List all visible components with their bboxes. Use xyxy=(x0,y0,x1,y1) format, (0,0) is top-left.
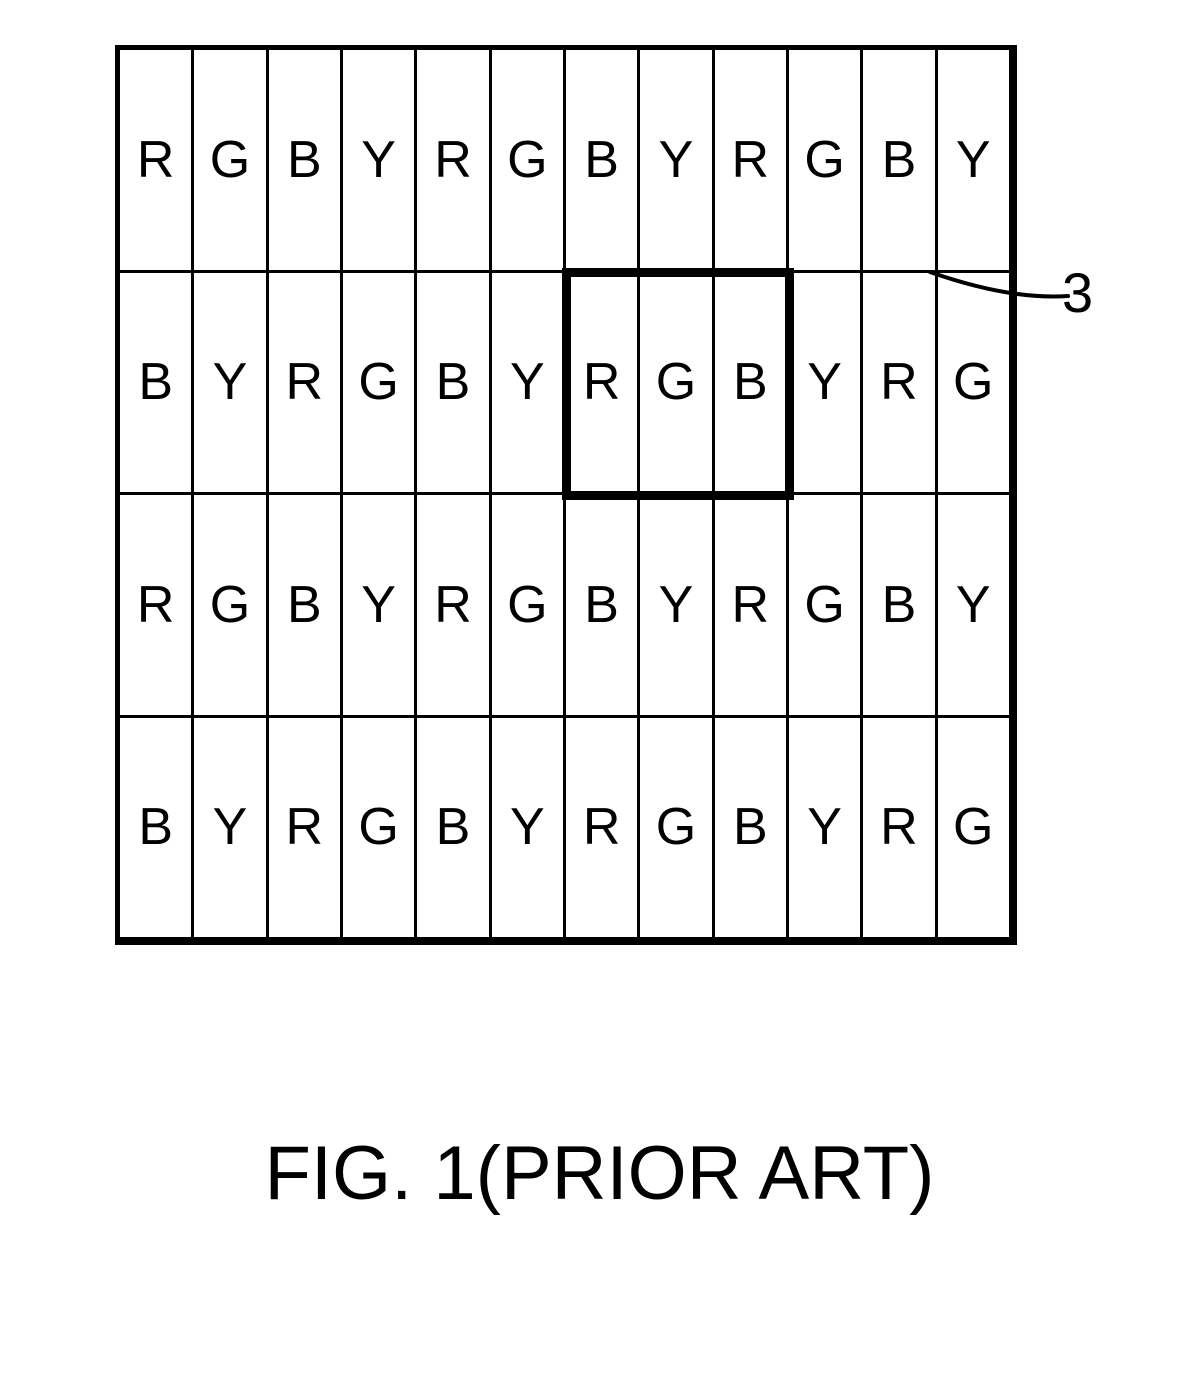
grid-cell: B xyxy=(120,718,194,941)
grid-cell: G xyxy=(194,495,268,718)
grid-cell: Y xyxy=(492,273,566,496)
grid-row: RGBYRGBYRGBY xyxy=(120,50,1012,273)
grid-cell: Y xyxy=(640,495,714,718)
grid-cell: Y xyxy=(938,495,1012,718)
figure-caption: FIG. 1(PRIOR ART) xyxy=(0,1130,1199,1217)
grid-cell: Y xyxy=(789,273,863,496)
grid-cell: G xyxy=(938,718,1012,941)
grid-cell: Y xyxy=(343,50,417,273)
grid-row: BYRGBYRGBYRG xyxy=(120,718,1012,941)
grid-cell: B xyxy=(269,495,343,718)
grid-cell: R xyxy=(417,50,491,273)
grid-cell: B xyxy=(863,495,937,718)
grid-cell: G xyxy=(640,718,714,941)
grid-cell: G xyxy=(789,495,863,718)
grid-cell: B xyxy=(863,50,937,273)
grid-cell: G xyxy=(938,273,1012,496)
grid-cell: B xyxy=(269,50,343,273)
grid-cell: R xyxy=(863,273,937,496)
grid-cell: Y xyxy=(789,718,863,941)
grid-row: BYRGBYRGBYRG xyxy=(120,273,1012,496)
grid-cell: G xyxy=(343,273,417,496)
grid-cell: Y xyxy=(194,718,268,941)
grid-cell: R xyxy=(417,495,491,718)
grid-cell: G xyxy=(492,495,566,718)
pixel-grid: RGBYRGBYRGBYBYRGBYRGBYRGRGBYRGBYRGBYBYRG… xyxy=(115,45,1017,945)
grid-cell: B xyxy=(566,50,640,273)
figure-page: RGBYRGBYRGBYBYRGBYRGBYRGRGBYRGBYRGBYBYRG… xyxy=(0,0,1199,1379)
grid-cell: B xyxy=(715,273,789,496)
grid-cell: R xyxy=(120,495,194,718)
grid-cell: G xyxy=(640,273,714,496)
grid-cell: B xyxy=(417,718,491,941)
pixel-grid-wrap: RGBYRGBYRGBYBYRGBYRGBYRGRGBYRGBYRGBYBYRG… xyxy=(115,45,1007,935)
grid-cell: B xyxy=(120,273,194,496)
grid-cell: R xyxy=(566,718,640,941)
grid-cell: Y xyxy=(640,50,714,273)
grid-cell: R xyxy=(863,718,937,941)
grid-cell: G xyxy=(789,50,863,273)
grid-cell: B xyxy=(566,495,640,718)
grid-cell: Y xyxy=(343,495,417,718)
grid-cell: R xyxy=(715,50,789,273)
grid-cell: Y xyxy=(194,273,268,496)
grid-cell: R xyxy=(566,273,640,496)
grid-cell: R xyxy=(715,495,789,718)
grid-cell: R xyxy=(269,273,343,496)
grid-cell: G xyxy=(343,718,417,941)
grid-row: RGBYRGBYRGBY xyxy=(120,495,1012,718)
callout-label-3: 3 xyxy=(1062,260,1093,325)
grid-cell: Y xyxy=(492,718,566,941)
grid-cell: Y xyxy=(938,50,1012,273)
grid-cell: B xyxy=(417,273,491,496)
grid-cell: R xyxy=(269,718,343,941)
grid-cell: B xyxy=(715,718,789,941)
grid-cell: G xyxy=(194,50,268,273)
grid-cell: R xyxy=(120,50,194,273)
grid-cell: G xyxy=(492,50,566,273)
